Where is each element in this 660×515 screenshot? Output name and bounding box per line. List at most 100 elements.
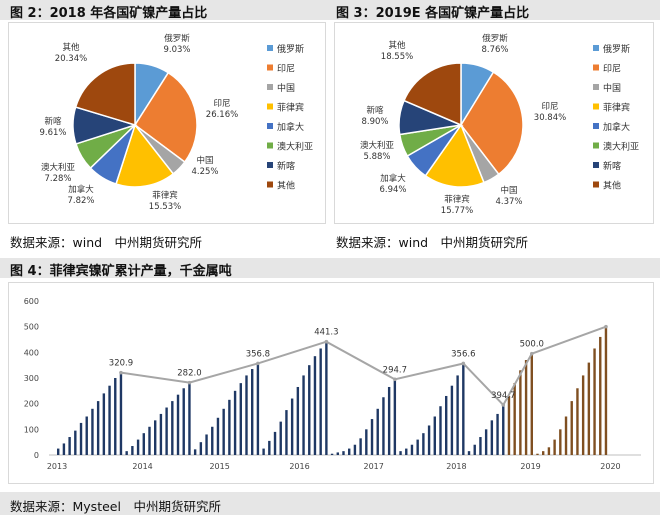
legend-item-australia: 澳大利亚 <box>277 141 313 153</box>
bar <box>148 426 151 455</box>
pie-value-label-other: 18.55% <box>381 52 413 62</box>
legend-swatch-indonesia <box>267 64 273 71</box>
legend-item-new-caledonia: 新喀 <box>603 160 621 172</box>
peak-data-label: 282.0 <box>177 369 201 379</box>
source-bar-figure4 <box>0 492 660 515</box>
pie-value-label-philippines: 15.77% <box>441 206 473 216</box>
bar <box>233 390 237 455</box>
figure4-panel: 0 100 200 300 400 500 600 320.9 282.0 356.8 441.3 2… <box>8 282 654 484</box>
figure3-title: 图 3：2019E 各国矿镍产量占比 <box>336 6 530 21</box>
pie-label-indonesia: 印尼 <box>541 101 558 112</box>
peak-data-label: 394.7 <box>491 391 515 401</box>
bar <box>74 430 77 455</box>
legend-item-other: 其他 <box>277 180 295 192</box>
bar <box>490 420 494 455</box>
pie-label-other: 其他 <box>62 42 80 53</box>
bar <box>513 383 516 455</box>
pie-label-canada: 加拿大 <box>68 184 94 195</box>
figure3-pie-chart: 俄罗斯8.76%印尼30.84%中国4.37%菲律宾15.77%加拿大6.94%… <box>360 33 639 216</box>
legend-swatch-australia <box>267 142 273 149</box>
pie-label-china: 中国 <box>196 155 213 166</box>
legend-swatch-canada <box>267 123 273 129</box>
bar <box>536 453 539 455</box>
pie-value-label-china: 4.37% <box>495 197 522 207</box>
bar <box>114 378 117 455</box>
bar <box>308 365 311 455</box>
peak-data-label: 320.9 <box>109 359 133 369</box>
bar <box>222 408 225 455</box>
pie-label-australia: 澳大利亚 <box>41 162 76 173</box>
pie-value-label-china: 4.25% <box>191 167 218 177</box>
bar <box>85 416 88 455</box>
x-tick-label: 2016 <box>289 462 309 471</box>
bar <box>256 363 260 455</box>
y-tick-label: 0 <box>34 451 39 460</box>
figure3-panel: 俄罗斯 8.76% 印尼 30.84% 中国 4.37% 菲律宾 15.77% 加拿大 6.94%… <box>334 22 654 224</box>
bar <box>382 397 385 455</box>
bar <box>108 385 111 455</box>
bar <box>102 393 106 455</box>
bar <box>68 437 71 455</box>
pie-slice-philippines <box>424 123 485 188</box>
bar <box>319 348 322 455</box>
bar <box>171 401 174 455</box>
legend-swatch-russia <box>267 45 273 51</box>
bar <box>542 451 545 455</box>
bar <box>427 425 431 455</box>
pie-value-label-australia: 7.28% <box>44 174 71 184</box>
bar <box>570 401 573 455</box>
bar <box>216 417 220 455</box>
bar <box>479 437 482 455</box>
bar <box>496 413 499 455</box>
pie-label-new-caledonia: 新喀 <box>44 116 62 127</box>
bar <box>559 429 562 455</box>
pie-label-other: 其他 <box>388 40 406 51</box>
pie-slice-indonesia <box>460 71 524 176</box>
legend-swatch-new-caledonia <box>267 162 273 168</box>
bar <box>96 401 100 455</box>
legend-swatch-china <box>593 84 599 90</box>
x-tick-label: 2017 <box>364 462 384 471</box>
legend-item-other: 其他 <box>603 180 621 192</box>
legend-item-philippines: 菲律宾 <box>603 102 630 114</box>
pie-slice-other <box>74 62 136 127</box>
bar <box>285 410 288 455</box>
x-tick-label: 2020 <box>600 462 620 471</box>
peak-marker <box>256 361 260 366</box>
pie-value-label-indonesia: 30.84% <box>534 113 566 123</box>
bar <box>211 426 214 455</box>
legend-item-russia: 俄罗斯 <box>603 43 630 55</box>
bar <box>313 356 317 455</box>
bar <box>251 369 254 455</box>
bar <box>450 385 454 455</box>
bar <box>342 451 345 455</box>
x-tick-label: 2014 <box>132 462 152 471</box>
bar <box>79 422 83 455</box>
figure4-title: 图 4：菲律宾镍矿累计产量，千金属吨 <box>10 264 232 279</box>
bar <box>131 446 134 455</box>
peak-marker <box>187 380 192 385</box>
bar <box>547 447 551 455</box>
bar <box>142 433 145 455</box>
legend-swatch-canada <box>593 123 599 129</box>
bar <box>154 420 157 455</box>
pie-value-label-new-caledonia: 9.61% <box>39 128 66 138</box>
bar <box>262 448 265 455</box>
bar <box>159 413 163 455</box>
bar <box>581 375 585 455</box>
bar <box>193 449 197 455</box>
legend-item-china: 中国 <box>277 82 295 94</box>
pie-value-label-russia: 8.76% <box>481 45 508 55</box>
bar <box>445 395 448 455</box>
bar <box>599 336 602 455</box>
bar <box>433 416 436 455</box>
bar <box>330 453 334 455</box>
bar <box>530 353 533 455</box>
figure2-title: 图 2：2018 年各国矿镍产量占比 <box>10 6 208 21</box>
legend-swatch-philippines <box>267 103 273 110</box>
bar <box>182 388 185 455</box>
peak-marker <box>604 324 608 329</box>
legend-swatch-australia <box>593 142 599 149</box>
peak-marker <box>324 339 329 344</box>
bar <box>473 444 476 455</box>
